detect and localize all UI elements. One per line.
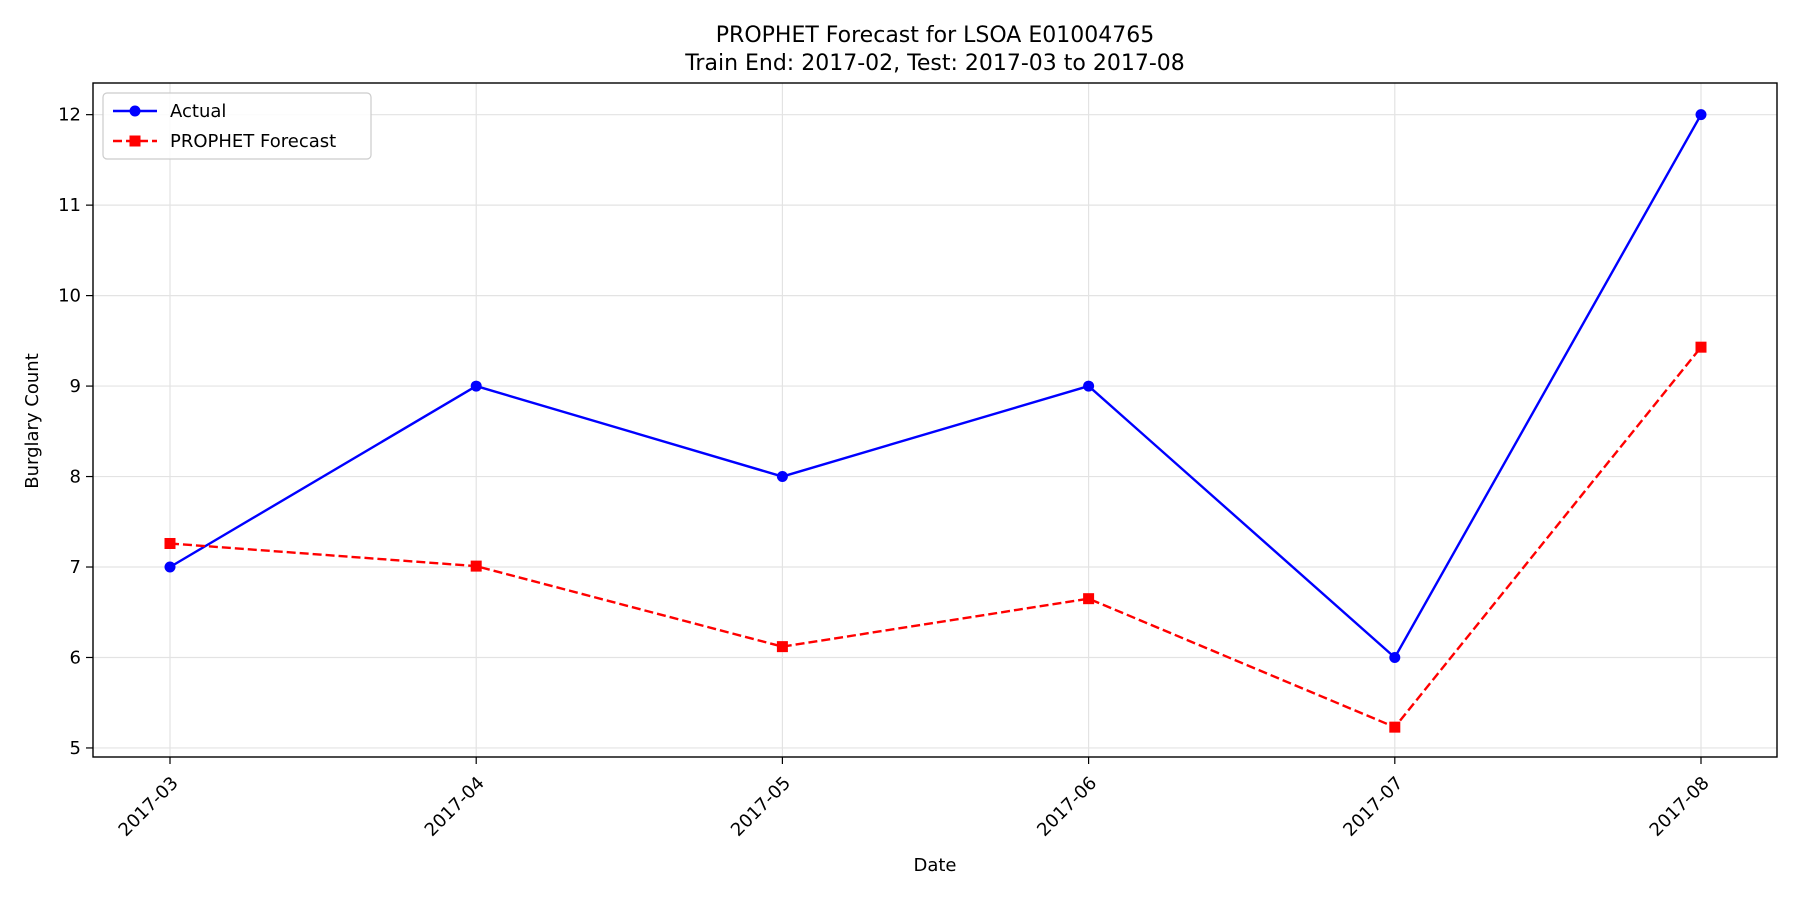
legend-box xyxy=(102,92,372,160)
x-tick-label: 2017-07 xyxy=(1339,773,1407,841)
data-point-0 xyxy=(164,561,176,573)
axes: 2017-03 2017-04 2017-05 2017-06 2017-07 2017-… xyxy=(58,105,1713,841)
chart-subtitle: Train End: 2017-02, Test: 2017-03 to 201… xyxy=(684,51,1185,76)
y-tick-label: 7 xyxy=(70,557,81,578)
plot-frame xyxy=(92,82,1778,758)
x-tick-label: 2017-08 xyxy=(1646,773,1714,841)
y-tick-label: 8 xyxy=(70,467,81,488)
legend: Actual PROPHET Forecast xyxy=(102,92,372,160)
x-tick-label: 2017-06 xyxy=(1033,773,1101,841)
legend-marker-0 xyxy=(129,105,141,117)
y-tick-label: 12 xyxy=(58,105,81,126)
series-layer xyxy=(164,109,1707,733)
data-point-0 xyxy=(470,380,482,392)
chart-title: PROPHET Forecast for LSOA E01004765 xyxy=(716,23,1154,48)
data-point-0 xyxy=(1083,380,1095,392)
data-point-1 xyxy=(164,537,176,549)
legend-label-0: Actual xyxy=(170,101,226,122)
y-tick-label: 6 xyxy=(70,647,81,668)
data-point-1 xyxy=(776,641,788,653)
data-point-1 xyxy=(470,560,482,572)
y-tick-label: 5 xyxy=(70,738,81,759)
legend-label-1: PROPHET Forecast xyxy=(170,131,336,152)
data-point-0 xyxy=(1389,651,1401,663)
y-tick-label: 10 xyxy=(58,286,81,307)
data-point-1 xyxy=(1389,721,1401,733)
data-point-1 xyxy=(1083,593,1095,605)
series-line-0 xyxy=(169,114,1703,659)
series-line-1 xyxy=(169,346,1702,729)
x-tick-label: 2017-03 xyxy=(115,773,183,841)
y-tick-label: 11 xyxy=(58,195,81,216)
grid xyxy=(93,83,1777,757)
x-axis-label: Date xyxy=(913,855,956,876)
y-tick-label: 9 xyxy=(70,376,81,397)
legend-marker-1 xyxy=(129,135,141,147)
x-tick-label: 2017-04 xyxy=(421,773,489,841)
data-point-0 xyxy=(776,471,788,483)
data-point-1 xyxy=(1695,341,1707,353)
y-axis-label: Burglary Count xyxy=(22,353,43,489)
data-point-0 xyxy=(1695,109,1707,121)
x-tick-label: 2017-05 xyxy=(727,773,795,841)
